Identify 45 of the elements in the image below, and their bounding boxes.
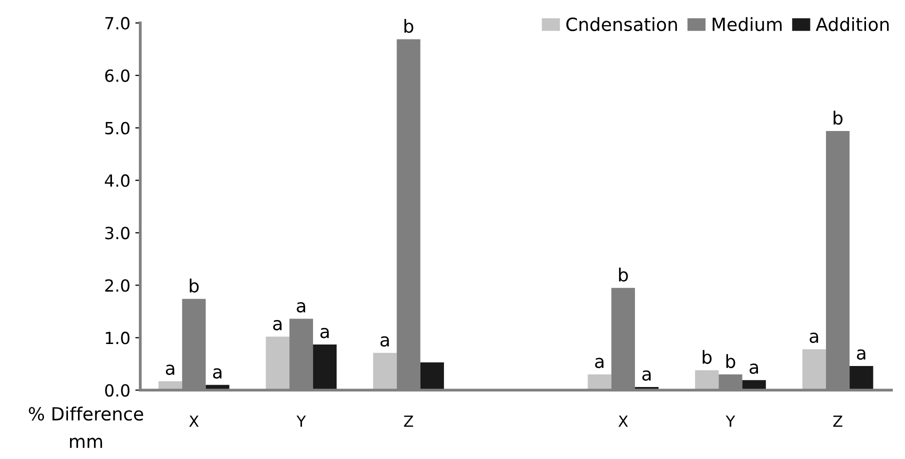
data-label: a (595, 358, 604, 368)
y-tick-label: 1.0 (106, 332, 130, 344)
data-label: a (213, 368, 222, 379)
y-tick-label: 5.0 (105, 122, 130, 134)
x-tick-label: Z (833, 416, 842, 427)
data-label: a (856, 349, 866, 360)
data-label: a (750, 364, 758, 374)
legend-label: Addition (816, 17, 889, 32)
y-tick-label: 0.0 (105, 384, 130, 397)
y-tick-label: 7.0 (105, 16, 130, 30)
data-label: a (296, 302, 306, 313)
bar (850, 366, 874, 390)
x-tick-label: Z (404, 416, 414, 427)
x-tick-label: Y (726, 416, 736, 427)
bar (588, 374, 612, 390)
bar (266, 336, 290, 390)
data-label: b (619, 268, 628, 282)
data-label: a (166, 364, 174, 375)
text: mm (70, 438, 102, 448)
data-label: a (642, 370, 651, 381)
data-label: b (702, 350, 712, 364)
bar (742, 380, 766, 390)
x-tick-label: Y (296, 416, 306, 427)
bar (695, 370, 719, 390)
data-label: a (273, 320, 282, 330)
data-label: b (190, 278, 199, 293)
y-tick-label: 6.0 (105, 69, 130, 82)
data-label: a (380, 336, 389, 347)
bar (373, 352, 397, 390)
x-tick-label: X (618, 416, 628, 427)
bar (420, 362, 444, 390)
data-label: a (810, 332, 818, 343)
y-tick-label: 2.0 (105, 279, 130, 292)
bar (802, 349, 826, 390)
y-tick-label: 4.0 (104, 174, 130, 187)
data-label: b (726, 354, 736, 368)
y-tick-label: 3.0 (105, 226, 130, 240)
bar (313, 344, 337, 390)
legend-label: Medium (712, 17, 782, 32)
data-label: b (404, 18, 414, 33)
data-label: a (320, 328, 329, 338)
x-tick-label: X (189, 416, 199, 427)
text: % Difference (28, 406, 144, 421)
legend-label: Cndensation (566, 17, 677, 32)
data-label: b (834, 110, 843, 125)
